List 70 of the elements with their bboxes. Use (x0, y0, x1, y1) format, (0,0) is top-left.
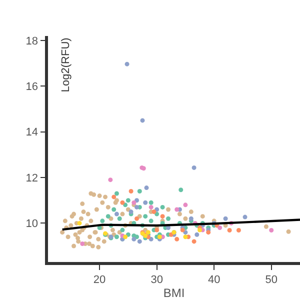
point (178, 188, 184, 192)
point (143, 214, 148, 219)
point (114, 212, 119, 216)
point (242, 214, 248, 220)
point (148, 236, 154, 242)
point (168, 232, 174, 237)
point (174, 207, 180, 212)
y-tick-label: 18 (26, 35, 38, 48)
point (227, 228, 232, 233)
point (123, 234, 128, 240)
point (134, 204, 140, 210)
point (206, 230, 211, 235)
point (194, 232, 200, 237)
point (123, 202, 128, 208)
point (166, 226, 171, 230)
point (128, 188, 134, 194)
point (180, 228, 185, 232)
point (100, 218, 105, 224)
point (154, 228, 160, 232)
point (137, 188, 142, 194)
y-tick-label: 16 (26, 81, 38, 94)
x-tick-label: 40 (208, 274, 220, 286)
point (106, 214, 110, 219)
point (152, 210, 156, 214)
x-axis-title: BMI (163, 286, 185, 300)
point (148, 200, 154, 205)
point (160, 204, 165, 210)
point (183, 202, 188, 208)
point (108, 178, 113, 182)
point (148, 204, 154, 210)
point (126, 232, 130, 237)
point (148, 218, 154, 224)
point (144, 186, 149, 190)
point (140, 118, 145, 123)
y-tick-label: 14 (26, 126, 38, 139)
point (174, 236, 180, 242)
point (236, 228, 241, 233)
point (269, 228, 274, 233)
point (192, 165, 196, 170)
point (114, 191, 119, 196)
point (134, 216, 140, 221)
point (120, 228, 125, 232)
x-tick-label: 30 (150, 274, 163, 286)
point (112, 194, 116, 200)
point (132, 236, 136, 242)
point (120, 200, 125, 205)
point (80, 241, 85, 246)
point (166, 216, 171, 221)
point (223, 216, 228, 221)
point (132, 200, 136, 205)
x-tick-label: 50 (265, 274, 278, 286)
point (124, 62, 130, 66)
point (126, 198, 130, 203)
point (143, 200, 148, 205)
point (117, 216, 122, 221)
y-axis-title: Log2(RFU) (60, 38, 72, 92)
point (114, 234, 119, 240)
point (160, 214, 165, 219)
point (192, 239, 196, 244)
point (137, 239, 142, 244)
point (218, 226, 222, 230)
point (77, 220, 82, 226)
point (188, 216, 194, 221)
y-tick-label: 10 (26, 218, 38, 230)
point (112, 207, 116, 212)
x-tick-label: 20 (93, 274, 106, 286)
y-tick-label: 12 (26, 172, 38, 184)
point (198, 228, 202, 232)
point (183, 234, 188, 240)
point (134, 198, 140, 203)
